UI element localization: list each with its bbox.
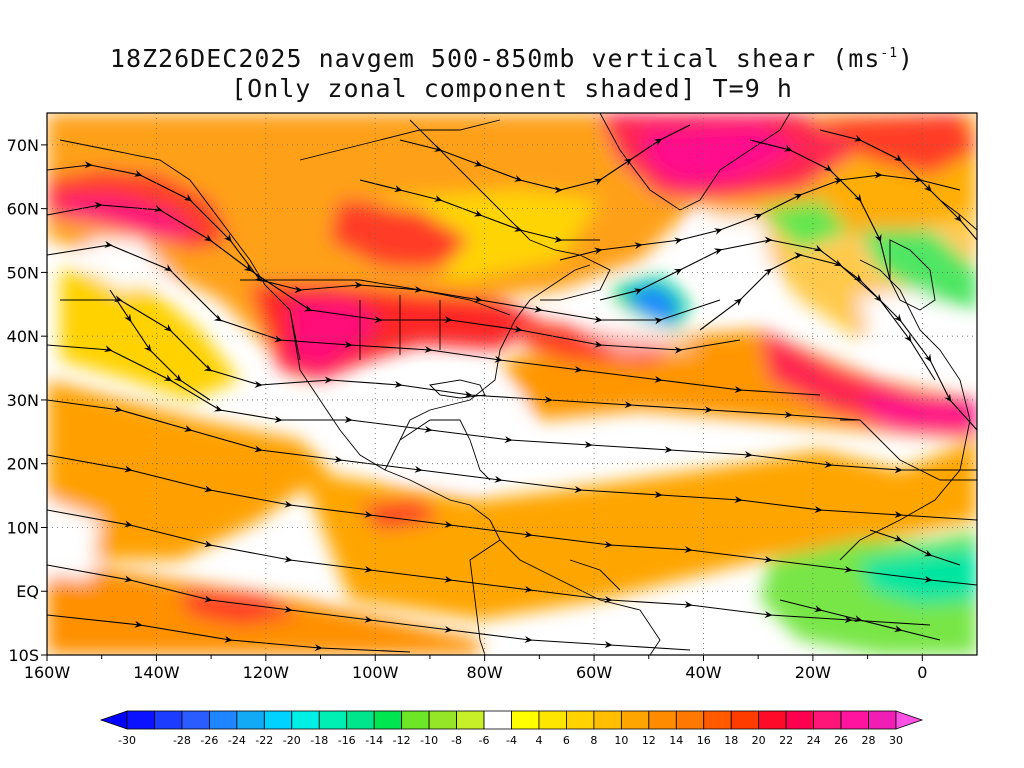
colorbar-label: -12 <box>393 734 411 747</box>
colorbar-label: 16 <box>697 734 711 747</box>
lat-tick-label: 70N <box>7 136 39 155</box>
colorbar-swatch <box>154 710 183 730</box>
colorbar-swatch <box>620 710 650 730</box>
streamlines <box>47 124 977 653</box>
colorbar-label: 20 <box>752 734 766 747</box>
lat-tick-label: EQ <box>16 582 39 601</box>
colorbar-swatch <box>208 710 238 730</box>
colorbar-label: 18 <box>724 734 738 747</box>
colorbar-label: 14 <box>669 734 683 747</box>
colorbar-label: -22 <box>255 734 273 747</box>
colorbar-label: -20 <box>283 734 301 747</box>
lon-tick-label: 140W <box>133 663 180 682</box>
colorbar-swatch <box>566 710 595 730</box>
lat-tick-label: 20N <box>7 455 39 474</box>
lon-tick-label: 40W <box>685 663 721 682</box>
colorbar-label: 30 <box>889 734 903 747</box>
colorbar-label: -16 <box>338 734 356 747</box>
colorbar-swatch <box>648 710 677 730</box>
colorbar-swatch <box>593 710 622 730</box>
colorbar-label: -30 <box>118 734 136 747</box>
lat-tick-label: 50N <box>7 263 39 282</box>
colorbar-swatch <box>401 710 430 730</box>
colorbar-high-arrow <box>895 710 924 730</box>
colorbar-label: 4 <box>535 734 542 747</box>
colorbar-swatch <box>346 710 375 730</box>
lon-tick-label: 80W <box>467 663 503 682</box>
colorbar-swatch <box>703 710 732 730</box>
colorbar: -30 -28 -26 -24 -22 -20 -18 -16 -14 -12 -10 -8 -6 -4 4… <box>99 710 924 747</box>
colorbar-swatch <box>291 710 320 730</box>
colorbar-label: -24 <box>228 734 246 747</box>
lat-tick-label: 10N <box>7 518 39 537</box>
lat-tick-label: 40N <box>7 327 39 346</box>
colorbar-swatch <box>538 710 567 730</box>
map-axes: 160W 140W 120W 100W 80W 60W 40W 20W 0 70N 60N 50N 40… <box>7 136 928 682</box>
colorbar-label: -14 <box>365 734 383 747</box>
colorbar-label: -6 <box>479 734 490 747</box>
lat-tick-label: 10S <box>8 646 39 665</box>
colorbar-swatch <box>456 710 485 730</box>
colorbar-swatch <box>236 710 265 730</box>
lon-tick-label: 20W <box>795 663 831 682</box>
colorbar-label: -18 <box>310 734 328 747</box>
colorbar-label: -8 <box>451 734 462 747</box>
colorbar-label: -10 <box>420 734 438 747</box>
colorbar-label: 8 <box>590 734 597 747</box>
lon-tick-label: 100W <box>352 663 399 682</box>
colorbar-low-arrow <box>99 710 128 730</box>
lon-tick-label: 120W <box>243 663 290 682</box>
colorbar-swatch <box>758 710 787 730</box>
colorbar-label: 22 <box>779 734 793 747</box>
lat-tick-label: 30N <box>7 391 39 410</box>
colorbar-swatch <box>813 710 842 730</box>
graticule <box>47 113 977 655</box>
colorbar-swatch <box>483 710 512 730</box>
colorbar-label: -28 <box>173 734 191 747</box>
colorbar-swatch <box>263 710 293 730</box>
colorbar-label: 6 <box>563 734 570 747</box>
colorbar-swatch <box>373 710 403 730</box>
chart-title-line-1: 18Z26DEC2025 navgem 500-850mb vertical s… <box>109 44 915 73</box>
colorbar-label: -26 <box>200 734 218 747</box>
colorbar-label: 12 <box>642 734 656 747</box>
colorbar-swatch <box>511 710 540 730</box>
colorbar-label: 28 <box>862 734 876 747</box>
colorbar-swatch <box>868 710 897 730</box>
lat-tick-label: 60N <box>7 200 39 219</box>
colorbar-label: 24 <box>807 734 821 747</box>
colorbar-swatch <box>126 710 155 730</box>
map-frame <box>46 112 978 656</box>
lon-tick-label: 160W <box>24 663 71 682</box>
colorbar-label: 10 <box>614 734 628 747</box>
colorbar-swatch <box>428 710 457 730</box>
colorbar-swatch <box>181 710 210 730</box>
colorbar-label: -4 <box>506 734 517 747</box>
colorbar-label: 26 <box>834 734 848 747</box>
colorbar-swatch <box>785 710 815 730</box>
lon-tick-label: 60W <box>576 663 612 682</box>
lon-tick-label: 0 <box>917 663 927 682</box>
colorbar-swatch <box>318 710 348 730</box>
colorbar-swatch <box>675 710 705 730</box>
chart-title-line-2: [Only zonal component shaded] T=9 h <box>231 74 793 103</box>
colorbar-swatch <box>730 710 760 730</box>
colorbar-swatch <box>840 710 869 730</box>
